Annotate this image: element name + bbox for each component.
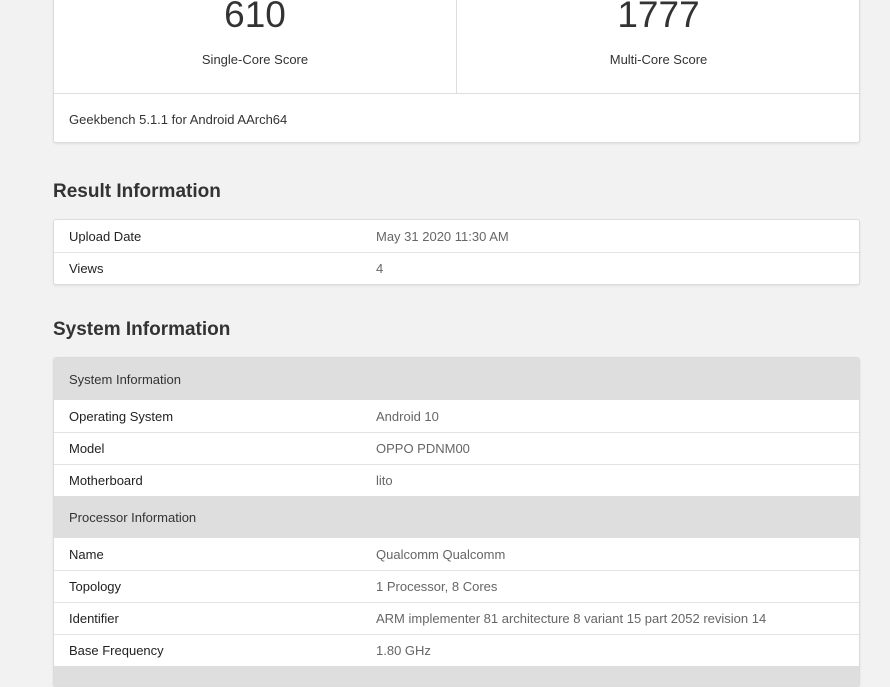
multi-core-value: 1777 (617, 0, 700, 35)
result-info-table: Upload Date May 31 2020 11:30 AM Views 4 (53, 219, 860, 285)
table-row: Topology 1 Processor, 8 Cores (54, 570, 859, 602)
row-label: Identifier (69, 611, 119, 626)
benchmark-version: Geekbench 5.1.1 for Android AArch64 (54, 93, 859, 143)
section-header-system: System Information (54, 358, 859, 400)
result-info-title: Result Information (53, 181, 221, 202)
row-label: Upload Date (69, 228, 142, 244)
row-label: Topology (69, 579, 122, 594)
row-label: Model (69, 441, 105, 456)
row-label: Name (69, 546, 104, 562)
row-value: lito (376, 473, 393, 488)
row-label: Views (69, 261, 104, 276)
table-row: Upload Date May 31 2020 11:30 AM (54, 220, 859, 252)
table-row: Motherboard lito (54, 464, 859, 496)
section-header-processor: Processor Information (54, 496, 859, 538)
multi-core-score: 1777 Multi-Core Score (457, 0, 860, 93)
row-label: Base Frequency (69, 643, 164, 658)
system-info-table: System Information Operating System Andro… (53, 357, 860, 687)
table-row: Name Qualcomm Qualcomm (54, 538, 859, 570)
table-row: Identifier ARM implementer 81 architectur… (54, 602, 859, 634)
row-value: May 31 2020 11:30 AM (376, 228, 509, 244)
section-header-next (54, 666, 859, 686)
row-value: 1 Processor, 8 Cores (376, 579, 498, 594)
row-value: OPPO PDNM00 (376, 441, 470, 456)
single-core-value: 610 (224, 0, 286, 35)
row-value: Android 10 (376, 408, 439, 424)
table-row: Operating System Android 10 (54, 400, 859, 432)
score-card: 610 Single-Core Score 1777 Multi-Core Sc… (53, 0, 860, 143)
row-label: Operating System (69, 408, 174, 424)
single-core-score: 610 Single-Core Score (54, 0, 457, 93)
table-row: Base Frequency 1.80 GHz (54, 634, 859, 666)
single-core-label: Single-Core Score (201, 52, 309, 67)
row-value: 1.80 GHz (376, 643, 431, 658)
table-row: Views 4 (54, 252, 859, 284)
system-info-title: System Information (53, 319, 231, 340)
table-row: Model OPPO PDNM00 (54, 432, 859, 464)
multi-core-label: Multi-Core Score (609, 52, 708, 67)
row-value: ARM implementer 81 architecture 8 varian… (376, 611, 767, 626)
row-value: 4 (376, 261, 384, 276)
row-value: Qualcomm Qualcomm (376, 546, 506, 562)
row-label: Motherboard (69, 473, 143, 488)
